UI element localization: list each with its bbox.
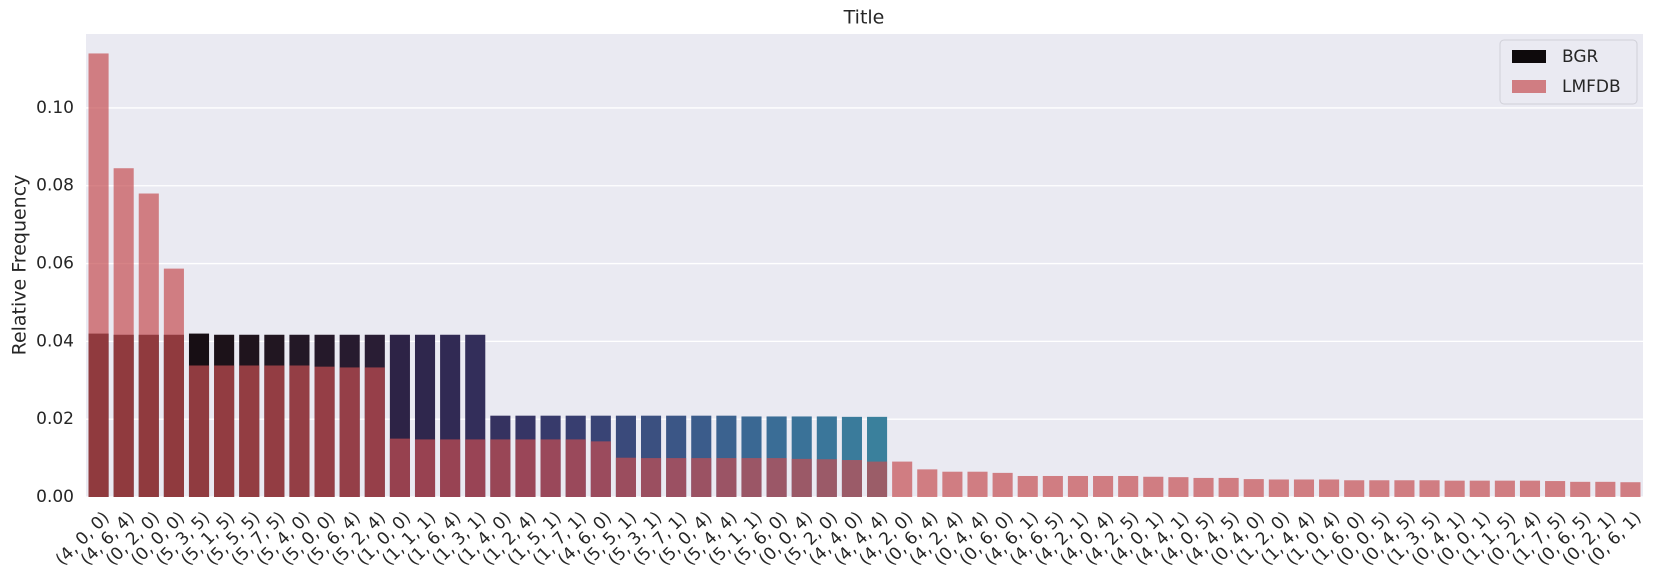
bar [264, 365, 285, 497]
bar [364, 367, 385, 497]
bar [1469, 480, 1490, 497]
bar [163, 268, 184, 497]
y-tick-label: 0.10 [36, 98, 74, 118]
bar [1168, 477, 1189, 497]
bar [214, 365, 235, 497]
bar [113, 168, 134, 498]
bar [1595, 481, 1616, 497]
bar [917, 469, 938, 497]
y-tick-label: 0.06 [36, 254, 74, 274]
y-tick-label: 0.00 [36, 487, 74, 507]
bar [892, 461, 913, 497]
bar [540, 439, 561, 497]
bar [1193, 477, 1214, 497]
bar [565, 439, 586, 497]
bar [88, 53, 109, 497]
bar [1017, 475, 1038, 497]
bar [138, 193, 159, 498]
bar [640, 458, 662, 497]
bar [1143, 476, 1164, 497]
bar [1319, 479, 1340, 497]
bar [741, 458, 762, 497]
bar [490, 439, 511, 497]
bar [239, 365, 260, 497]
bar [1519, 480, 1541, 497]
legend-label: BGR [1562, 47, 1599, 67]
chart-title: Title [843, 7, 885, 29]
bar [766, 458, 787, 497]
legend-label: LMFDB [1562, 77, 1621, 97]
bar [590, 441, 611, 497]
y-axis-label: Relative Frequency [9, 175, 31, 356]
bar [414, 439, 436, 497]
bar [1218, 477, 1239, 497]
bar [967, 471, 988, 497]
bar [1394, 480, 1415, 497]
bar [440, 439, 461, 497]
bar [1369, 480, 1390, 497]
bar [1419, 480, 1440, 497]
y-tick-label: 0.02 [36, 409, 74, 429]
bar [1545, 481, 1566, 497]
bar [1293, 479, 1315, 497]
bar [1093, 475, 1114, 497]
bar [942, 471, 963, 497]
legend-swatch [1512, 50, 1546, 63]
bar [1494, 480, 1515, 497]
bar [1118, 475, 1139, 497]
bar [1042, 475, 1063, 497]
bar [188, 365, 210, 497]
bar [816, 459, 837, 497]
bar [841, 460, 862, 497]
bar [339, 367, 360, 497]
bar [1268, 479, 1289, 497]
bar [1570, 481, 1591, 497]
bar [515, 439, 536, 497]
bar [716, 458, 737, 497]
bar [615, 457, 636, 497]
bar [1067, 475, 1089, 497]
bar [791, 458, 812, 497]
bar [1344, 480, 1365, 497]
bar [867, 461, 888, 497]
bar [465, 439, 486, 497]
y-tick-label: 0.08 [36, 176, 74, 196]
legend-swatch [1512, 80, 1546, 93]
bar [314, 366, 335, 497]
bar [1444, 480, 1465, 497]
bar [1620, 482, 1641, 497]
bar [1243, 479, 1264, 497]
bar [691, 458, 712, 497]
bar [389, 438, 410, 497]
bar [666, 458, 687, 497]
bar [289, 365, 310, 497]
bar [992, 472, 1013, 497]
y-tick-label: 0.04 [36, 331, 74, 351]
